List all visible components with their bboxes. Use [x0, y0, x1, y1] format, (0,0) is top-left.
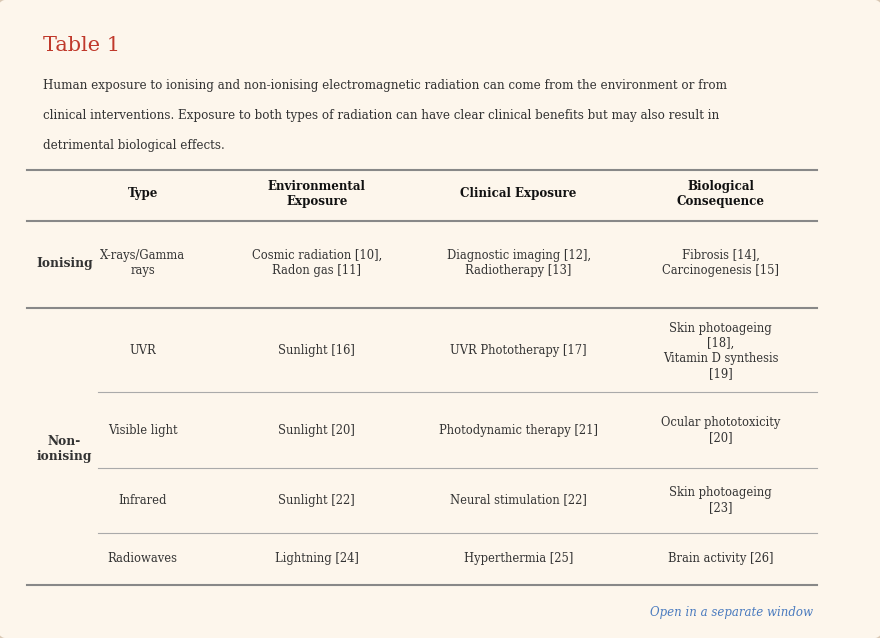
- Text: Table 1: Table 1: [43, 36, 121, 56]
- Text: Radiowaves: Radiowaves: [107, 552, 178, 565]
- Text: Sunlight [20]: Sunlight [20]: [278, 424, 356, 436]
- Text: Cosmic radiation [10],
Radon gas [11]: Cosmic radiation [10], Radon gas [11]: [252, 249, 382, 277]
- Text: Diagnostic imaging [12],
Radiotherapy [13]: Diagnostic imaging [12], Radiotherapy [1…: [447, 249, 590, 277]
- Text: Photodynamic therapy [21]: Photodynamic therapy [21]: [439, 424, 598, 436]
- Text: detrimental biological effects.: detrimental biological effects.: [43, 138, 225, 152]
- Text: X-rays/Gamma
rays: X-rays/Gamma rays: [100, 249, 186, 277]
- Text: UVR Phototherapy [17]: UVR Phototherapy [17]: [451, 345, 587, 357]
- Text: Neural stimulation [22]: Neural stimulation [22]: [451, 494, 587, 507]
- Text: Type: Type: [128, 188, 158, 200]
- Text: Human exposure to ionising and non-ionising electromagnetic radiation can come f: Human exposure to ionising and non-ionis…: [43, 79, 728, 92]
- Text: Environmental
Exposure: Environmental Exposure: [268, 180, 366, 208]
- Text: Open in a separate window: Open in a separate window: [650, 606, 813, 619]
- Text: Infrared: Infrared: [119, 494, 167, 507]
- Text: UVR: UVR: [129, 345, 156, 357]
- Text: Hyperthermia [25]: Hyperthermia [25]: [464, 552, 574, 565]
- Text: Biological
Consequence: Biological Consequence: [677, 180, 765, 208]
- Text: Skin photoageing
[18],
Vitamin D synthesis
[19]: Skin photoageing [18], Vitamin D synthes…: [663, 322, 778, 380]
- Text: Visible light: Visible light: [108, 424, 178, 436]
- Text: Brain activity [26]: Brain activity [26]: [668, 552, 774, 565]
- Text: Skin photoageing
[23]: Skin photoageing [23]: [669, 486, 772, 514]
- Text: clinical interventions. Exposure to both types of radiation can have clear clini: clinical interventions. Exposure to both…: [43, 108, 720, 122]
- Text: Sunlight [16]: Sunlight [16]: [278, 345, 356, 357]
- Text: Sunlight [22]: Sunlight [22]: [278, 494, 356, 507]
- Text: Non-
ionising: Non- ionising: [37, 435, 92, 463]
- Text: Ionising: Ionising: [37, 256, 93, 270]
- Text: Lightning [24]: Lightning [24]: [275, 552, 359, 565]
- Text: Ocular phototoxicity
[20]: Ocular phototoxicity [20]: [661, 416, 781, 444]
- Text: Fibrosis [14],
Carcinogenesis [15]: Fibrosis [14], Carcinogenesis [15]: [662, 249, 779, 277]
- Text: Clinical Exposure: Clinical Exposure: [460, 188, 577, 200]
